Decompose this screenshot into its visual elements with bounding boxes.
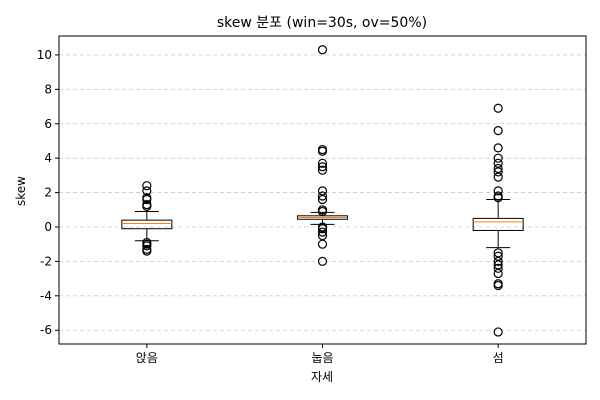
- outlier-point: [317, 239, 328, 249]
- outlier-point: [317, 224, 328, 234]
- outlier-point: [317, 162, 328, 172]
- box-group: [297, 45, 348, 267]
- outlier-point: [317, 256, 328, 267]
- outlier-point: [142, 200, 152, 210]
- outlier-point: [493, 186, 503, 196]
- gridlines: [59, 54, 586, 331]
- outlier-point: [493, 126, 503, 136]
- outlier-point: [493, 153, 503, 163]
- y-tick-label: 8: [44, 82, 52, 96]
- outlier-point: [493, 260, 503, 270]
- y-tick-label: 6: [44, 117, 52, 131]
- outlier-point: [317, 165, 328, 175]
- x-tick-label: 섬: [493, 351, 504, 365]
- outlier-point: [493, 256, 503, 267]
- y-tick-label: 2: [44, 186, 52, 200]
- outlier-point: [493, 268, 503, 279]
- plot-frame: [58, 35, 587, 345]
- outlier-point: [317, 191, 328, 201]
- outlier-point: [317, 186, 328, 196]
- outlier-point: [317, 158, 328, 168]
- outlier-point: [317, 206, 328, 217]
- outlier-point: [142, 241, 152, 251]
- outlier-point: [317, 194, 328, 205]
- x-tick-label: 앉음: [136, 351, 158, 365]
- outlier-point: [493, 263, 503, 273]
- outlier-point: [142, 193, 152, 203]
- outlier-point: [493, 327, 503, 337]
- outlier-point: [493, 251, 503, 261]
- chart-title: skew 분포 (win=30s, ov=50%): [217, 15, 427, 31]
- outlier-point: [493, 172, 503, 182]
- iqr-box: [121, 219, 173, 230]
- outlier-point: [142, 246, 152, 256]
- x-axis-label: 자세: [311, 370, 333, 384]
- outlier-point: [493, 158, 503, 168]
- x-tick-label: 눕음: [311, 351, 333, 365]
- y-axis-label: skew: [14, 176, 28, 206]
- y-tick-label: -4: [40, 289, 52, 303]
- x-axis-ticks: 앉음 눕음 섬: [136, 344, 504, 365]
- outlier-point: [317, 227, 328, 237]
- outlier-point: [142, 186, 152, 196]
- y-tick-label: 4: [44, 151, 52, 165]
- boxes: [121, 45, 524, 337]
- outlier-point: [317, 45, 328, 55]
- outlier-point: [493, 143, 503, 153]
- y-tick-label: 10: [37, 48, 52, 62]
- outlier-point: [493, 193, 503, 203]
- y-tick-label: -2: [40, 254, 52, 268]
- y-tick-label: 0: [44, 220, 52, 234]
- outlier-point: [493, 163, 503, 174]
- outlier-point: [493, 103, 503, 113]
- box-group: [121, 181, 173, 256]
- y-axis-ticks: -6 -4 -2 0 2 4 6 8 10: [37, 48, 59, 337]
- outlier-point: [142, 181, 152, 191]
- outlier-point: [317, 146, 328, 156]
- box-group: [472, 103, 524, 337]
- iqr-box: [472, 217, 524, 231]
- outlier-point: [493, 167, 503, 177]
- outlier-point: [493, 280, 503, 291]
- outlier-point: [493, 248, 503, 258]
- y-tick-label: -6: [40, 323, 52, 337]
- outlier-point: [317, 230, 328, 241]
